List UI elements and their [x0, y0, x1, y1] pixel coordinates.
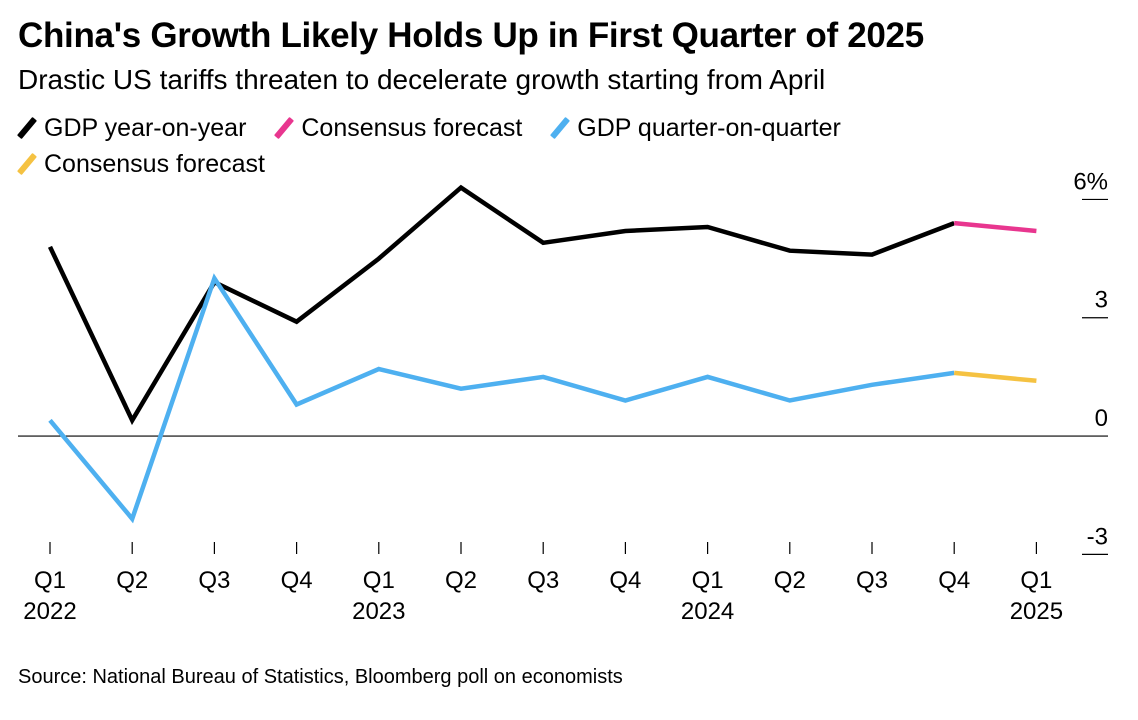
legend-item-consensus-yoy: Consensus forecast [274, 112, 523, 144]
x-tick-label: Q1 [34, 567, 66, 594]
chart-legend: GDP year-on-year Consensus forecast GDP … [16, 112, 1018, 184]
x-year-label: 2023 [352, 598, 405, 625]
chart-subtitle: Drastic US tariffs threaten to decelerat… [18, 64, 826, 95]
x-tick-label: Q4 [281, 567, 313, 594]
x-tick-label: Q2 [445, 567, 477, 594]
series-line-3 [953, 370, 1037, 384]
x-tick-label: Q4 [938, 567, 970, 594]
y-tick-label: 6% [1073, 168, 1108, 195]
legend-label-consensus-qoq: Consensus forecast [44, 150, 265, 178]
x-tick-label: Q1 [1020, 567, 1052, 594]
legend-item-consensus-qoq: Consensus forecast [16, 148, 265, 180]
x-year-label: 2022 [23, 598, 76, 625]
legend-label-gdp-yoy: GDP year-on-year [44, 114, 247, 142]
series-line-2 [48, 273, 955, 524]
legend-label-gdp-qoq: GDP quarter-on-quarter [577, 114, 841, 142]
x-tick-label: Q1 [363, 567, 395, 594]
x-tick-label: Q3 [527, 567, 559, 594]
x-year-label: 2025 [1010, 598, 1063, 625]
legend-item-gdp-qoq: GDP quarter-on-quarter [550, 112, 841, 144]
y-tick-label: 3 [1095, 287, 1108, 314]
x-tick-label: Q2 [774, 567, 806, 594]
chart-title: China's Growth Likely Holds Up in First … [18, 16, 924, 55]
x-tick-label: Q4 [609, 567, 641, 594]
x-year-label: 2024 [681, 598, 734, 625]
x-tick-label: Q3 [198, 567, 230, 594]
x-tick-label: Q3 [856, 567, 888, 594]
legend-label-consensus-yoy: Consensus forecast [301, 114, 523, 142]
series-line-1 [953, 220, 1037, 234]
y-tick-label: 0 [1095, 405, 1108, 432]
source-note: Source: National Bureau of Statistics, B… [18, 666, 623, 688]
y-tick-label: -3 [1087, 523, 1108, 550]
series-line-0 [47, 184, 956, 426]
x-tick-label: Q1 [692, 567, 724, 594]
x-tick-label: Q2 [116, 567, 148, 594]
legend-item-gdp-yoy: GDP year-on-year [16, 112, 247, 144]
